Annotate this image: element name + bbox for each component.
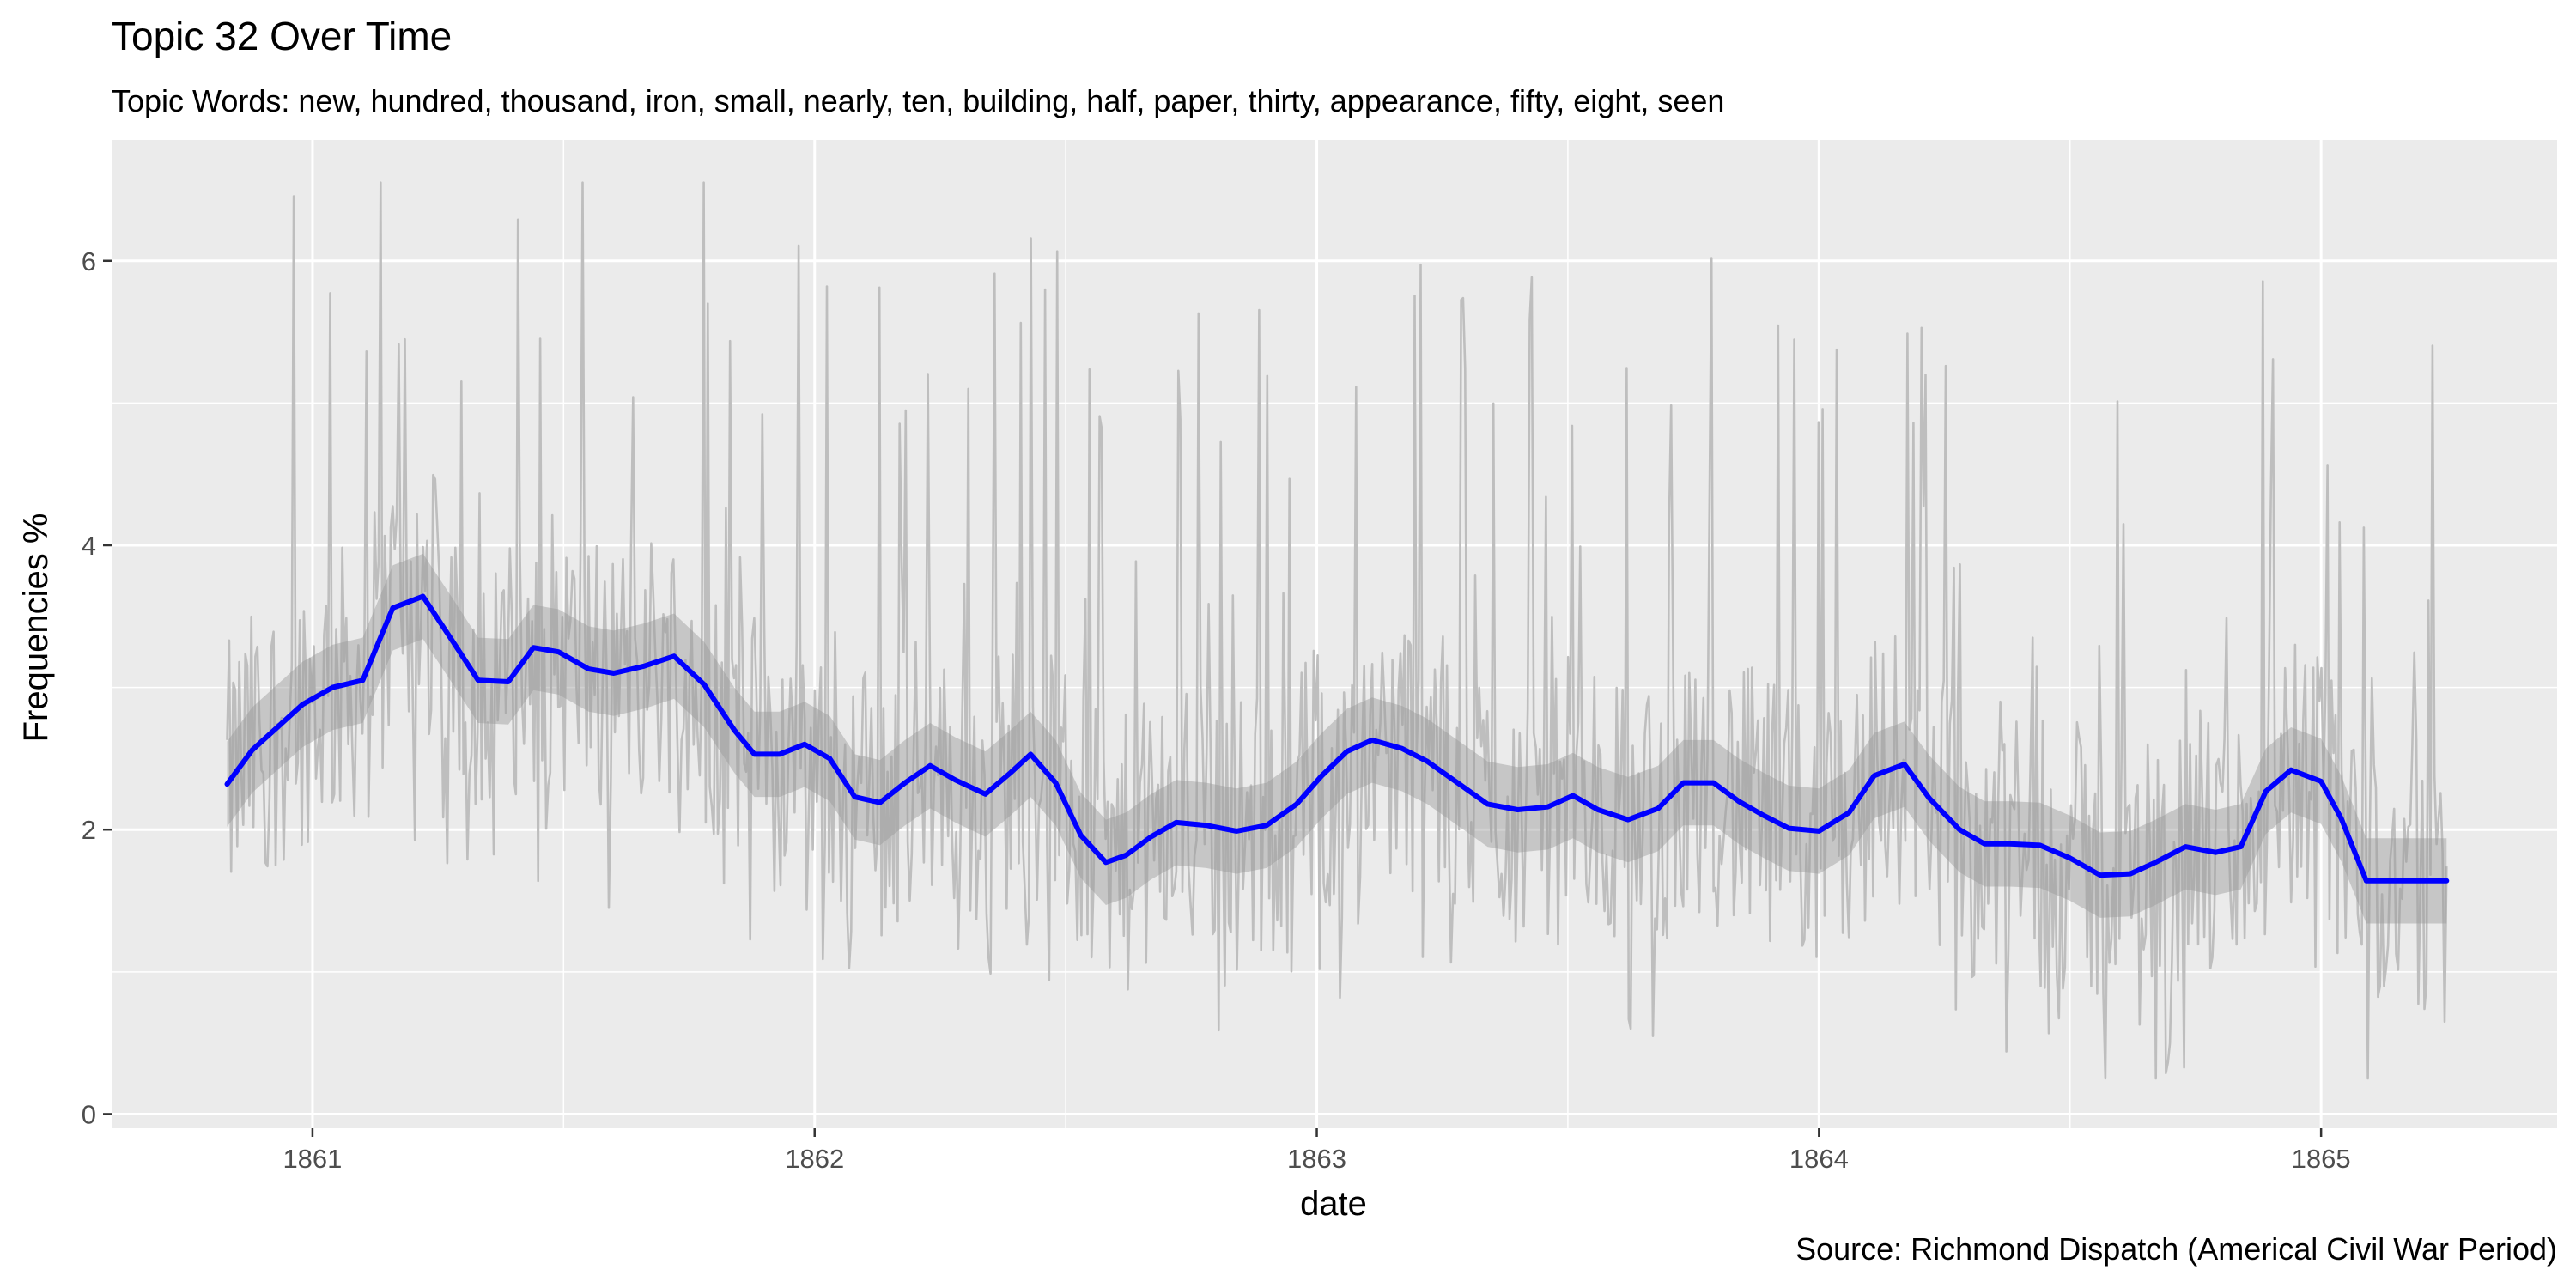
smooth-series — [224, 593, 2450, 884]
x-tick-label: 1864 — [1789, 1144, 1849, 1174]
y-axis: 0 2 4 6 — [82, 246, 112, 1129]
x-tick-label: 1865 — [2292, 1144, 2351, 1174]
smooth-line — [224, 593, 2450, 884]
x-axis: 1861 1862 1863 1864 1865 — [283, 1128, 2351, 1174]
y-tick-label: 6 — [82, 246, 96, 276]
y-tick-label: 2 — [82, 815, 96, 845]
x-tick-label: 1861 — [283, 1144, 342, 1174]
y-tick-label: 4 — [82, 531, 96, 561]
raw-series — [226, 181, 2448, 1080]
plot-area — [112, 140, 2557, 1128]
chart-subtitle: Topic Words: new, hundred, thousand, iro… — [112, 83, 1724, 118]
y-tick-label: 0 — [82, 1099, 96, 1129]
y-axis-title: Frequencies % — [17, 513, 55, 743]
confidence-ribbon — [227, 553, 2447, 924]
x-tick-label: 1862 — [785, 1144, 844, 1174]
chart-caption: Source: Richmond Dispatch (Americal Civi… — [1795, 1231, 2557, 1267]
raw-series-line — [226, 181, 2448, 1080]
x-tick-label: 1863 — [1287, 1144, 1346, 1174]
chart-title: Topic 32 Over Time — [112, 14, 452, 58]
ribbon-band — [227, 553, 2447, 924]
x-axis-title: date — [1300, 1185, 1367, 1223]
